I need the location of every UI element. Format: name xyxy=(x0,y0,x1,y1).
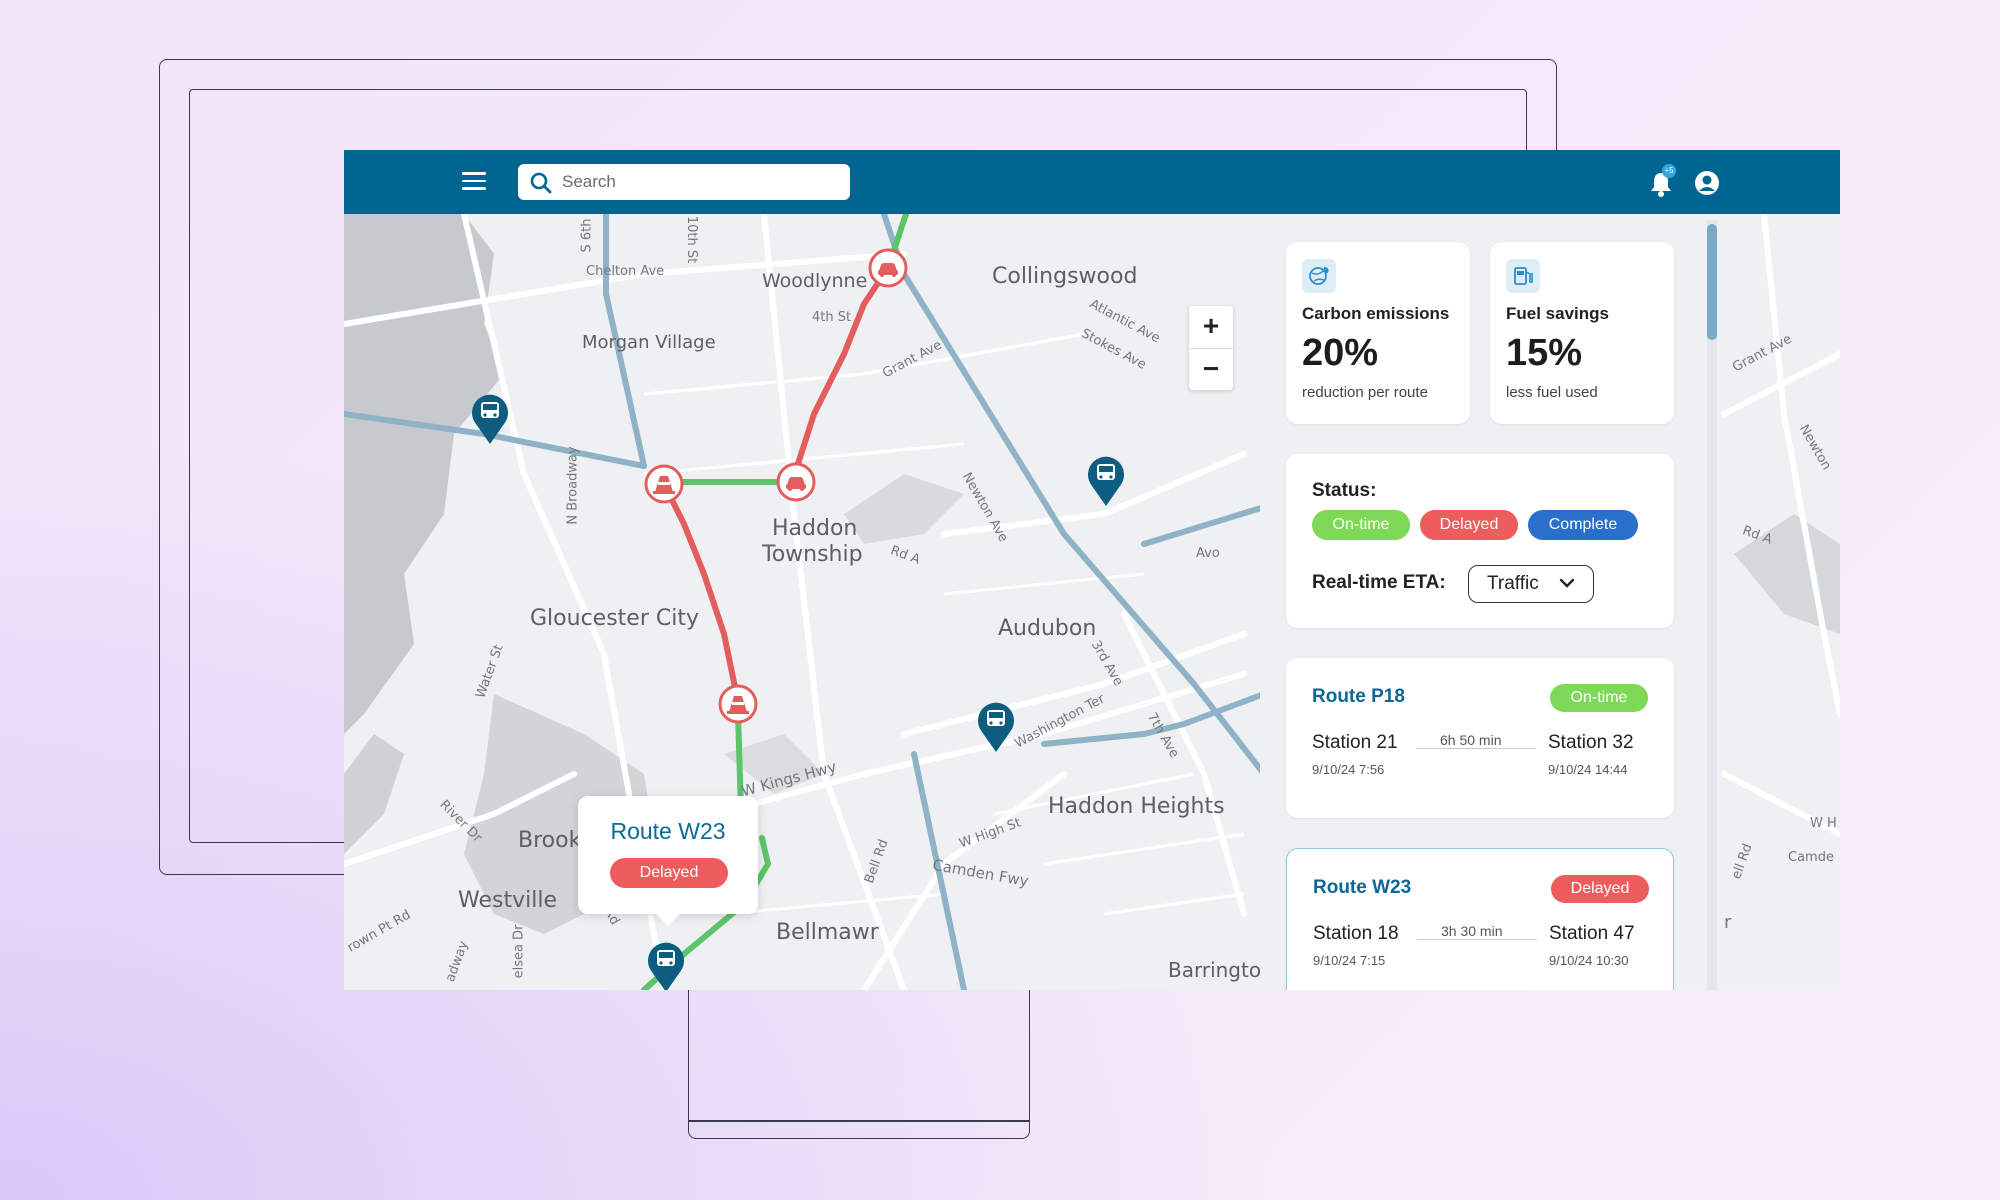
stat-value: 20% xyxy=(1302,332,1379,374)
route-name: Route P18 xyxy=(1312,686,1405,707)
route-duration: 3h 30 min xyxy=(1441,923,1503,939)
globe-leaf-icon xyxy=(1302,259,1336,293)
notification-badge: +5 xyxy=(1662,164,1676,178)
info-panel: Carbon emissions 20% reduction per route… xyxy=(1260,214,1686,990)
panel-scrollbar-thumb[interactable] xyxy=(1707,224,1717,340)
route-origin-station: Station 21 xyxy=(1312,732,1398,753)
route-origin-station: Station 18 xyxy=(1313,923,1399,944)
stat-label: Carbon emissions xyxy=(1302,304,1450,323)
map-label-township: Township xyxy=(762,542,863,567)
traffic-incident-marker[interactable] xyxy=(868,248,908,288)
stat-value: 15% xyxy=(1506,332,1583,374)
map-label-audubon: Audubon xyxy=(998,616,1097,641)
route-divider xyxy=(1416,748,1536,749)
fuel-pump-icon xyxy=(1506,259,1540,293)
bus-pin-icon xyxy=(648,942,684,990)
street-label-avo: Avo xyxy=(1196,546,1220,561)
street-label-right-r: r xyxy=(1724,912,1732,933)
street-label-right-w-h: W H xyxy=(1810,816,1837,831)
street-label-chelton-ave: Chelton Ave xyxy=(586,264,665,279)
map-label-westville: Westville xyxy=(458,888,557,913)
monitor-stand-line xyxy=(688,1120,1030,1122)
bus-pin-icon xyxy=(472,394,508,444)
street-label-4th-st: 4th St xyxy=(812,310,852,325)
map-label-gloucester-city: Gloucester City xyxy=(530,606,699,631)
construction-marker[interactable] xyxy=(718,684,758,724)
street-label-10th-st: 10th St xyxy=(684,215,700,264)
search-box xyxy=(518,164,850,200)
route-card[interactable]: Route W23 Delayed Station 18 9/10/24 7:1… xyxy=(1286,848,1674,990)
traffic-incident-marker[interactable] xyxy=(776,462,816,502)
eta-label: Real-time ETA: xyxy=(1312,572,1446,593)
street-label-s-6th: S 6th xyxy=(579,218,595,253)
zoom-in-button[interactable]: + xyxy=(1202,310,1220,341)
map-label-collingswood: Collingswood xyxy=(992,264,1138,289)
status-pill-delayed[interactable]: Delayed xyxy=(1420,510,1518,540)
zoom-control: + − xyxy=(1189,306,1233,390)
bus-pin-icon xyxy=(1088,456,1124,506)
bus-stop-pin[interactable] xyxy=(1086,454,1126,508)
route-status-badge: Delayed xyxy=(1551,875,1649,903)
route-card[interactable]: Route P18 On-time Station 21 9/10/24 7:5… xyxy=(1286,658,1674,818)
bus-stop-pin[interactable] xyxy=(976,700,1016,754)
stat-subtext: less fuel used xyxy=(1506,384,1598,401)
stat-subtext: reduction per route xyxy=(1302,384,1428,401)
car-icon xyxy=(868,248,908,288)
map-label-haddon: Haddon xyxy=(772,516,858,541)
eta-dropdown-value: Traffic xyxy=(1487,573,1539,594)
hamburger-menu-icon[interactable] xyxy=(462,172,486,192)
route-popup[interactable]: Route W23 Delayed xyxy=(578,796,758,926)
street-label-n-broadway: N Broadway xyxy=(565,446,581,525)
stat-card-fuel: Fuel savings 15% less fuel used xyxy=(1490,242,1674,424)
bus-pin-icon xyxy=(978,702,1014,752)
eta-dropdown[interactable]: Traffic xyxy=(1468,565,1594,603)
route-destination-time: 9/10/24 14:44 xyxy=(1548,762,1628,777)
route-status-badge: On-time xyxy=(1550,684,1648,712)
status-legend-card: Status: On-time Delayed Complete Real-ti… xyxy=(1286,454,1674,628)
zoom-out-button[interactable]: − xyxy=(1189,348,1233,391)
stat-label: Fuel savings xyxy=(1506,304,1609,323)
map-label-bellmawr: Bellmawr xyxy=(776,920,879,945)
construction-marker[interactable] xyxy=(644,464,684,504)
route-popup-status-badge: Delayed xyxy=(610,858,728,888)
route-divider xyxy=(1417,939,1537,940)
map-label-barrington: Barrington xyxy=(1168,958,1274,982)
app-window: Collingswood Woodlynne Morgan Village Ha… xyxy=(344,150,1840,990)
route-origin-time: 9/10/24 7:15 xyxy=(1313,953,1386,968)
route-origin-time: 9/10/24 7:56 xyxy=(1312,762,1385,777)
traffic-cone-icon xyxy=(718,684,758,724)
route-popup-title: Route W23 xyxy=(610,818,726,844)
search-icon xyxy=(530,172,552,194)
bus-stop-pin[interactable] xyxy=(646,940,686,990)
status-label: Status: xyxy=(1312,480,1377,501)
search-input[interactable] xyxy=(562,164,832,200)
route-name: Route W23 xyxy=(1313,877,1412,898)
chevron-down-icon xyxy=(1559,578,1575,588)
map-label-haddon-heights: Haddon Heights xyxy=(1048,794,1225,819)
route-destination-time: 9/10/24 10:30 xyxy=(1549,953,1629,968)
street-label-chelsea-dr: elsea Dr xyxy=(511,924,527,979)
monitor-stand xyxy=(688,990,1030,1139)
car-icon xyxy=(776,462,816,502)
traffic-cone-icon xyxy=(644,464,684,504)
stat-card-carbon: Carbon emissions 20% reduction per route xyxy=(1286,242,1470,424)
street-label-right-camde: Camde xyxy=(1788,850,1834,865)
route-duration: 6h 50 min xyxy=(1440,732,1502,748)
status-pill-complete[interactable]: Complete xyxy=(1528,510,1638,540)
route-destination-station: Station 32 xyxy=(1548,732,1634,753)
bus-stop-pin[interactable] xyxy=(470,392,510,446)
map-label-morgan-village: Morgan Village xyxy=(582,332,716,353)
user-account-icon[interactable] xyxy=(1694,170,1720,196)
status-pill-on-time[interactable]: On-time xyxy=(1312,510,1410,540)
map-label-brooklawn: Brook xyxy=(518,828,582,853)
top-bar: +5 xyxy=(344,150,1840,214)
map-label-woodlynne: Woodlynne xyxy=(762,270,868,292)
route-destination-station: Station 47 xyxy=(1549,923,1635,944)
panel-scrollbar-track xyxy=(1707,220,1717,990)
